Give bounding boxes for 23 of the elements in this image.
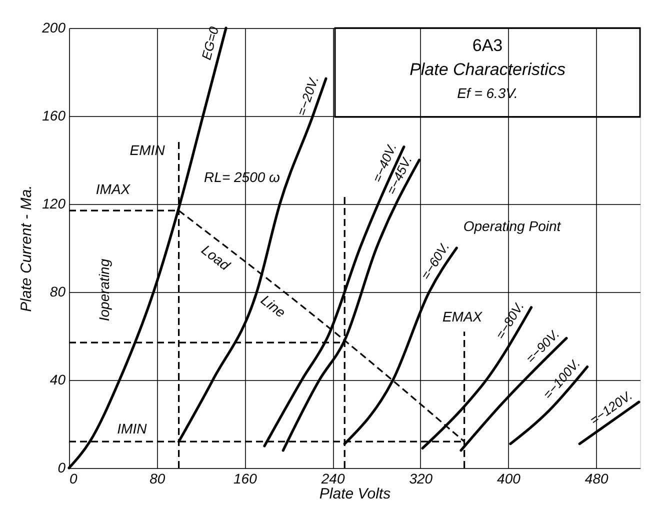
annotation: Line [258,292,289,321]
x-tick-label: 0 [70,470,78,486]
x-tick-label: 480 [584,470,608,486]
x-tick-label: 320 [409,470,433,486]
text: =−20V. [294,74,322,118]
y-axis-title: Plate Current - Ma. [18,185,36,312]
text: EG=0 [198,24,222,62]
x-axis-title: Plate Volts [319,486,392,502]
y-tick-label: 80 [50,284,66,300]
annotation: Ioperating [96,258,112,322]
y-tick-label: 160 [42,108,66,124]
annotation: EMAX [442,308,483,325]
y-tick-label: 40 [50,372,66,388]
y-tick-label: 0 [58,460,66,476]
text: 6A3 [472,36,503,55]
x-tick-label: 160 [234,470,258,486]
y-tick-label: 120 [42,196,66,212]
annotation: IMIN [117,420,148,437]
y-tick-label: 200 [41,20,66,36]
annotation: IMAX [96,181,131,197]
x-tick-label: 400 [497,470,521,486]
x-tick-label: 80 [150,470,166,486]
x-tick-label: 240 [320,470,345,486]
